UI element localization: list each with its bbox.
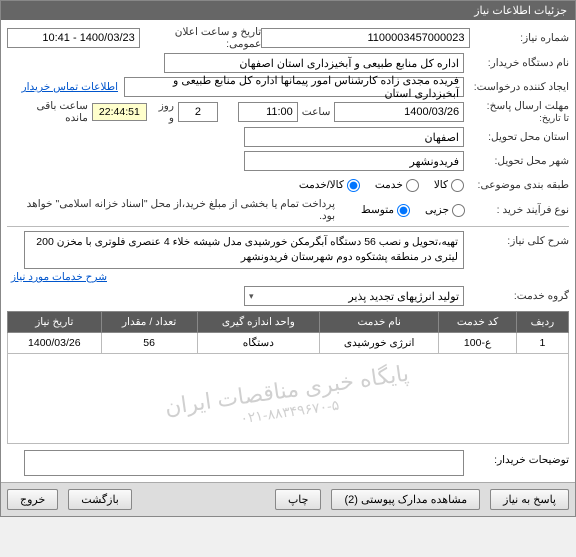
watermark: پایگاه خبری مناقصات ایران ۰۲۱-۸۸۳۴۹۶۷۰-۵ — [163, 360, 413, 437]
deadline-date: 1400/03/26 — [334, 102, 464, 122]
th-name: نام خدمت — [320, 312, 439, 333]
th-row: ردیف — [516, 312, 568, 333]
contact-link[interactable]: اطلاعات تماس خریدار — [22, 81, 118, 93]
deadline-label: مهلت ارسال پاسخ: تا تاریخ: — [464, 100, 569, 124]
type-radio-group: کالا خدمت کالا/خدمت — [287, 179, 464, 192]
time-label: ساعت — [302, 106, 331, 118]
attachments-button[interactable]: مشاهده مدارک پیوستی (2) — [331, 489, 480, 510]
announce-label: تاریخ و ساعت اعلان عمومی: — [144, 26, 261, 50]
deadline-label-text: مهلت ارسال پاسخ: — [487, 100, 569, 112]
watermark-row: پایگاه خبری مناقصات ایران ۰۲۱-۸۸۳۴۹۶۷۰-۵ — [8, 354, 569, 444]
purchase-label: نوع فرآیند خرید : — [465, 204, 569, 216]
back-button[interactable]: بازگشت — [68, 489, 132, 510]
hr-label-link[interactable]: شرح خدمات مورد نیاز — [11, 271, 107, 283]
explain-label: توضیحات خریدار: — [464, 450, 569, 466]
province-label: استان محل تحویل: — [464, 131, 569, 143]
radio-jozi[interactable] — [452, 204, 465, 217]
deadline-sub: تا تاریخ: — [539, 113, 569, 124]
th-unit: واحد اندازه گیری — [197, 312, 319, 333]
exit-button[interactable]: خروج — [7, 489, 58, 510]
form-area: شماره نیاز: 1100003457000023 تاریخ و ساع… — [1, 20, 575, 482]
radio-motavaset-label: متوسط — [361, 204, 394, 216]
desc-label: شرح کلی نیاز: — [464, 231, 569, 247]
need-no-field: 1100003457000023 — [261, 28, 469, 48]
radio-khadmat[interactable] — [406, 179, 419, 192]
servicegroup-dropdown[interactable]: تولید انرژیهای تجدید پذیر ▾ — [244, 286, 464, 306]
radio-khadmat-label: خدمت — [375, 179, 403, 191]
services-table: ردیف کد خدمت نام خدمت واحد اندازه گیری ت… — [7, 311, 569, 444]
province-field: اصفهان — [244, 127, 464, 147]
reply-button[interactable]: پاسخ به نیاز — [490, 489, 569, 510]
need-no-label: شماره نیاز: — [470, 32, 569, 44]
watermark-line1: پایگاه خبری مناقصات ایران — [163, 360, 410, 419]
chevron-down-icon: ▾ — [249, 291, 254, 302]
cell-code: ع-100 — [439, 333, 517, 354]
org-field: اداره کل منابع طبیعی و آبخیزداری استان ا… — [164, 53, 464, 73]
radio-motavaset[interactable] — [397, 204, 410, 217]
creator-field: فریده مجدی زاده کارشناس امور پیمانها ادا… — [124, 77, 464, 97]
servicegroup-value: تولید انرژیهای تجدید پذیر — [348, 290, 459, 303]
city-field: فریدونشهر — [244, 151, 464, 171]
radio-kala-label: کالا — [434, 179, 448, 191]
watermark-line2: ۰۲۱-۸۸۳۴۹۶۷۰-۵ — [167, 386, 413, 437]
th-code: کد خدمت — [439, 312, 517, 333]
announce-field: 1400/03/23 - 10:41 — [7, 28, 140, 48]
days-field: 2 — [178, 102, 218, 122]
th-date: تاریخ نیاز — [8, 312, 102, 333]
th-qty: تعداد / مقدار — [101, 312, 197, 333]
radio-kalakh-label: کالا/خدمت — [299, 179, 344, 191]
creator-label: ایجاد کننده درخواست: — [464, 81, 569, 93]
button-bar: پاسخ به نیاز مشاهده مدارک پیوستی (2) چاپ… — [1, 482, 575, 516]
table-row: 1 ع-100 انرژی خورشیدی دستگاه 56 1400/03/… — [8, 333, 569, 354]
deadline-time: 11:00 — [238, 102, 298, 122]
details-panel: جزئیات اطلاعات نیاز شماره نیاز: 11000034… — [0, 0, 576, 517]
cell-qty: 56 — [101, 333, 197, 354]
desc-textarea: تهیه،تحویل و نصب 56 دستگاه آبگرمکن خورشی… — [24, 231, 464, 269]
cell-idx: 1 — [516, 333, 568, 354]
servicegroup-label: گروه خدمت: — [464, 290, 569, 302]
panel-title: جزئیات اطلاعات نیاز — [1, 1, 575, 20]
explain-textarea — [24, 450, 464, 476]
cell-name: انرژی خورشیدی — [320, 333, 439, 354]
purchase-radio-group: جزیی متوسط — [349, 204, 465, 217]
radio-jozi-label: جزیی — [425, 204, 449, 216]
radio-kalakh[interactable] — [347, 179, 360, 192]
cell-date: 1400/03/26 — [8, 333, 102, 354]
radio-kala[interactable] — [451, 179, 464, 192]
remain-time: 22:44:51 — [92, 103, 147, 121]
purchase-note: پرداخت تمام یا بخشی از مبلغ خرید،از محل … — [11, 198, 335, 222]
city-label: شهر محل تحویل: — [464, 155, 569, 167]
days-label: روز و — [151, 100, 174, 124]
cell-unit: دستگاه — [197, 333, 319, 354]
remain-label: ساعت باقی مانده — [11, 100, 88, 124]
type-label: طبقه بندی موضوعی: — [464, 179, 569, 191]
print-button[interactable]: چاپ — [275, 489, 322, 510]
org-label: نام دستگاه خریدار: — [464, 57, 569, 69]
